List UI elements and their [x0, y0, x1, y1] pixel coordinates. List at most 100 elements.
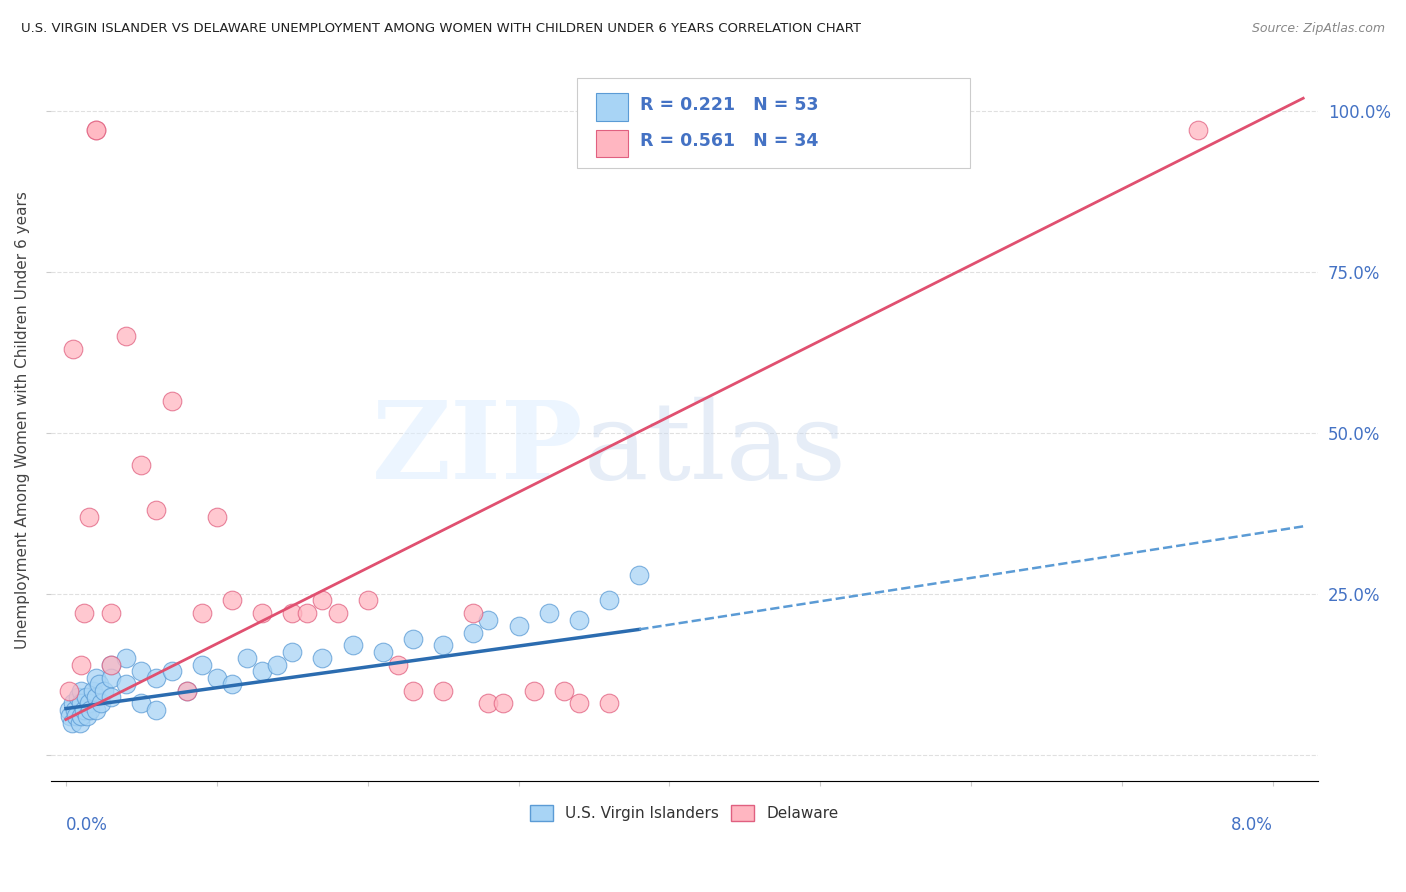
Point: [82, 683, 104, 698]
Point: [131, 664, 153, 678]
Point: [79, 703, 101, 717]
Text: atlas: atlas: [583, 396, 846, 501]
Point: [205, 671, 228, 685]
Point: [100, 690, 122, 704]
Point: [70, 697, 93, 711]
Point: [568, 697, 591, 711]
Point: [205, 509, 228, 524]
Point: [463, 607, 485, 621]
Point: [131, 458, 153, 473]
Point: [84, 123, 107, 137]
Point: [492, 697, 515, 711]
Point: [84, 671, 107, 685]
Text: U.S. VIRGIN ISLANDER VS DELAWARE UNEMPLOYMENT AMONG WOMEN WITH CHILDREN UNDER 6 : U.S. VIRGIN ISLANDER VS DELAWARE UNEMPLO…: [21, 22, 860, 36]
Point: [100, 657, 122, 672]
Point: [62, 697, 84, 711]
Point: [115, 651, 138, 665]
Point: [84, 690, 107, 704]
Text: R = 0.561   N = 34: R = 0.561 N = 34: [640, 132, 818, 150]
FancyBboxPatch shape: [596, 129, 627, 157]
Point: [190, 657, 212, 672]
Point: [402, 683, 425, 698]
Point: [176, 683, 198, 698]
Point: [76, 709, 98, 723]
Point: [145, 671, 167, 685]
Text: Source: ZipAtlas.com: Source: ZipAtlas.com: [1251, 22, 1385, 36]
Point: [145, 503, 167, 517]
Point: [84, 123, 107, 137]
FancyBboxPatch shape: [596, 94, 627, 121]
Point: [281, 607, 304, 621]
Point: [176, 683, 198, 698]
Point: [93, 683, 115, 698]
Point: [250, 664, 273, 678]
Point: [115, 329, 138, 343]
Text: ZIP: ZIP: [371, 396, 583, 502]
Point: [100, 607, 122, 621]
Point: [60, 715, 83, 730]
Point: [221, 677, 243, 691]
Point: [311, 593, 333, 607]
Point: [598, 593, 620, 607]
Point: [115, 677, 138, 691]
Point: [145, 703, 167, 717]
Point: [87, 677, 110, 691]
Point: [1187, 123, 1209, 137]
Point: [63, 703, 86, 717]
Point: [508, 619, 530, 633]
Point: [568, 613, 591, 627]
Point: [160, 664, 183, 678]
Point: [297, 607, 319, 621]
Point: [70, 709, 93, 723]
Point: [100, 671, 122, 685]
Point: [311, 651, 333, 665]
Point: [250, 607, 273, 621]
Point: [326, 607, 349, 621]
Point: [266, 657, 288, 672]
Text: R = 0.221   N = 53: R = 0.221 N = 53: [640, 96, 818, 114]
Point: [69, 715, 91, 730]
Point: [77, 509, 100, 524]
Point: [73, 607, 96, 621]
Point: [477, 613, 499, 627]
Point: [371, 645, 394, 659]
Legend: U.S. Virgin Islanders, Delaware: U.S. Virgin Islanders, Delaware: [524, 799, 845, 827]
Point: [387, 657, 409, 672]
Point: [537, 607, 560, 621]
FancyBboxPatch shape: [576, 78, 970, 168]
Point: [77, 697, 100, 711]
Text: 8.0%: 8.0%: [1232, 816, 1272, 834]
Point: [90, 697, 112, 711]
Point: [65, 709, 87, 723]
Point: [70, 657, 93, 672]
Point: [553, 683, 575, 698]
Text: 0.0%: 0.0%: [66, 816, 108, 834]
Point: [523, 683, 546, 698]
Point: [477, 697, 499, 711]
Point: [58, 683, 80, 698]
Point: [598, 697, 620, 711]
Point: [160, 393, 183, 408]
Point: [342, 639, 364, 653]
Point: [131, 697, 153, 711]
Point: [432, 639, 454, 653]
Point: [59, 709, 82, 723]
Point: [236, 651, 259, 665]
Point: [190, 607, 212, 621]
Point: [100, 657, 122, 672]
Y-axis label: Unemployment Among Women with Children Under 6 years: Unemployment Among Women with Children U…: [15, 191, 30, 649]
Point: [402, 632, 425, 646]
Point: [463, 625, 485, 640]
Point: [66, 690, 89, 704]
Point: [70, 683, 93, 698]
Point: [73, 703, 96, 717]
Point: [58, 703, 80, 717]
Point: [62, 343, 84, 357]
Point: [84, 703, 107, 717]
Point: [628, 567, 651, 582]
Point: [75, 690, 97, 704]
Point: [221, 593, 243, 607]
Point: [432, 683, 454, 698]
Point: [357, 593, 380, 607]
Point: [281, 645, 304, 659]
